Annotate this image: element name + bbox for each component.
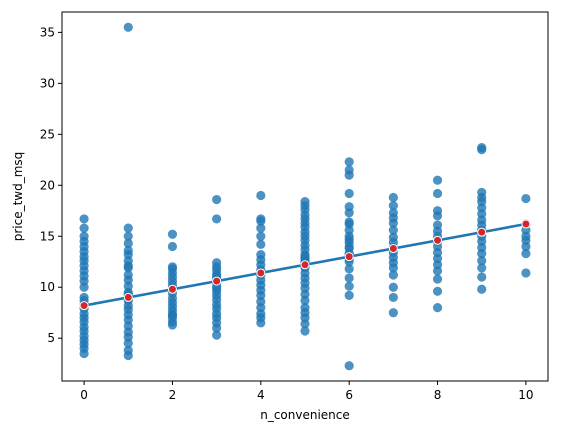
data-point	[432, 175, 443, 185]
y-tick-label: 25	[40, 127, 55, 141]
data-point	[300, 326, 310, 336]
data-point	[432, 274, 443, 284]
data-point	[212, 330, 222, 340]
prediction-marker	[79, 301, 89, 311]
data-point	[432, 220, 443, 230]
data-point	[388, 270, 398, 280]
y-tick-label: 10	[40, 280, 55, 294]
data-point	[123, 345, 133, 356]
data-point	[521, 248, 531, 259]
y-axis-label: price_twd_msq	[11, 152, 25, 242]
data-point	[344, 157, 354, 167]
data-point	[79, 292, 89, 303]
data-point	[477, 187, 487, 198]
data-point	[167, 229, 178, 239]
data-point	[167, 310, 178, 320]
data-point	[477, 284, 487, 294]
data-point	[212, 194, 222, 205]
data-point	[167, 241, 178, 252]
data-point	[344, 165, 354, 175]
x-tick-label: 10	[518, 388, 533, 402]
data-point	[344, 281, 354, 291]
data-point	[477, 256, 487, 266]
data-point	[79, 214, 89, 224]
axes-frame	[61, 11, 549, 382]
data-point	[344, 264, 354, 274]
data-point	[477, 263, 487, 273]
data-point	[212, 283, 222, 293]
x-tick-label: 2	[169, 388, 177, 402]
data-point	[388, 308, 398, 318]
data-point	[432, 303, 443, 313]
data-point	[256, 214, 266, 224]
data-point	[256, 190, 266, 201]
prediction-marker	[123, 292, 133, 302]
data-point	[79, 223, 89, 233]
data-point	[344, 241, 354, 252]
data-point	[344, 202, 354, 212]
data-point	[256, 223, 266, 233]
y-tick-label: 35	[40, 25, 55, 39]
data-point	[344, 234, 354, 244]
data-point	[521, 268, 531, 278]
x-axis-label: n_convenience	[260, 408, 350, 422]
data-point	[123, 238, 133, 248]
prediction-marker	[212, 276, 222, 286]
prediction-marker	[477, 227, 487, 237]
data-point	[256, 250, 266, 260]
x-tick-label: 6	[345, 388, 353, 402]
prediction-marker	[521, 219, 531, 229]
y-tick-label: 20	[40, 178, 55, 192]
data-point	[123, 245, 133, 256]
data-point	[123, 223, 133, 233]
data-point	[388, 208, 398, 218]
y-tick-label: 5	[47, 331, 55, 345]
data-point	[432, 286, 443, 296]
data-point	[344, 217, 354, 227]
data-point	[300, 196, 310, 207]
data-point	[344, 361, 354, 371]
data-point	[344, 273, 354, 283]
data-point	[123, 231, 133, 241]
data-point	[300, 303, 310, 313]
data-point	[388, 201, 398, 211]
prediction-marker	[433, 235, 443, 245]
data-point	[388, 192, 398, 203]
data-point	[388, 232, 398, 242]
plot-area	[79, 22, 531, 371]
data-point	[388, 292, 398, 303]
prediction-marker	[300, 260, 310, 270]
data-point	[388, 282, 398, 292]
data-point	[477, 142, 487, 153]
data-point	[123, 261, 133, 271]
data-point	[432, 206, 443, 216]
data-point	[256, 231, 266, 241]
x-tick-label: 0	[80, 388, 88, 402]
y-tick-label: 30	[40, 76, 55, 90]
data-point	[256, 239, 266, 250]
data-point	[344, 290, 354, 300]
data-point	[212, 258, 222, 268]
prediction-marker	[256, 268, 266, 278]
data-point	[300, 252, 310, 262]
x-tick-label: 4	[257, 388, 265, 402]
data-point	[432, 188, 443, 199]
data-point	[123, 22, 133, 32]
data-point	[344, 188, 354, 199]
data-point	[167, 262, 178, 272]
x-tick-label: 8	[434, 388, 442, 402]
axis-ticks: 0 2 4 6 8 10 5 10 15 20 25 30 35	[40, 25, 534, 402]
data-point	[388, 225, 398, 235]
prediction-marker	[344, 252, 354, 262]
data-point	[79, 231, 89, 241]
y-tick-label: 15	[40, 229, 55, 243]
data-point	[521, 193, 531, 204]
prediction-marker	[388, 243, 398, 253]
data-point	[212, 214, 222, 224]
prediction-marker	[167, 284, 177, 294]
data-point	[123, 270, 133, 280]
data-point	[477, 272, 487, 282]
